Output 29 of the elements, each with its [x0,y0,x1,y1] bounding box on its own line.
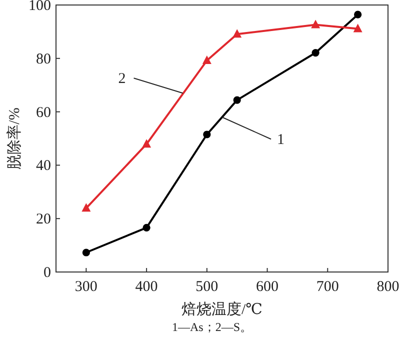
point [203,130,211,138]
y-axis-title: 脱除率/% [6,108,23,170]
point [142,224,150,232]
point [232,29,242,38]
x-tick-label: 300 [74,279,98,295]
y-tick-label: 0 [44,265,51,281]
x-tick-label: 700 [316,279,339,295]
text: 1—As；2—S。 [172,320,252,334]
point [82,203,91,212]
y-tick-label: 100 [28,0,51,14]
point [354,10,362,18]
y-tick-label: 40 [36,158,51,174]
point [142,139,152,148]
y-tick-label: 60 [36,104,51,121]
point [82,248,90,256]
point [312,48,320,57]
x-tick-label: 500 [196,279,218,295]
x-tick-label: 800 [376,279,400,295]
annotation: 1 [277,132,284,148]
point [233,96,241,104]
point [353,24,362,32]
y-tick-label: 20 [36,212,51,228]
point [311,20,320,28]
annotation: 2 [118,71,126,88]
x-tick-label: 600 [256,279,279,295]
x-axis-title: 焙烧温度/℃ [182,301,262,318]
point [202,56,212,64]
x-tick-label: 400 [135,279,158,295]
y-tick-label: 80 [36,51,51,68]
